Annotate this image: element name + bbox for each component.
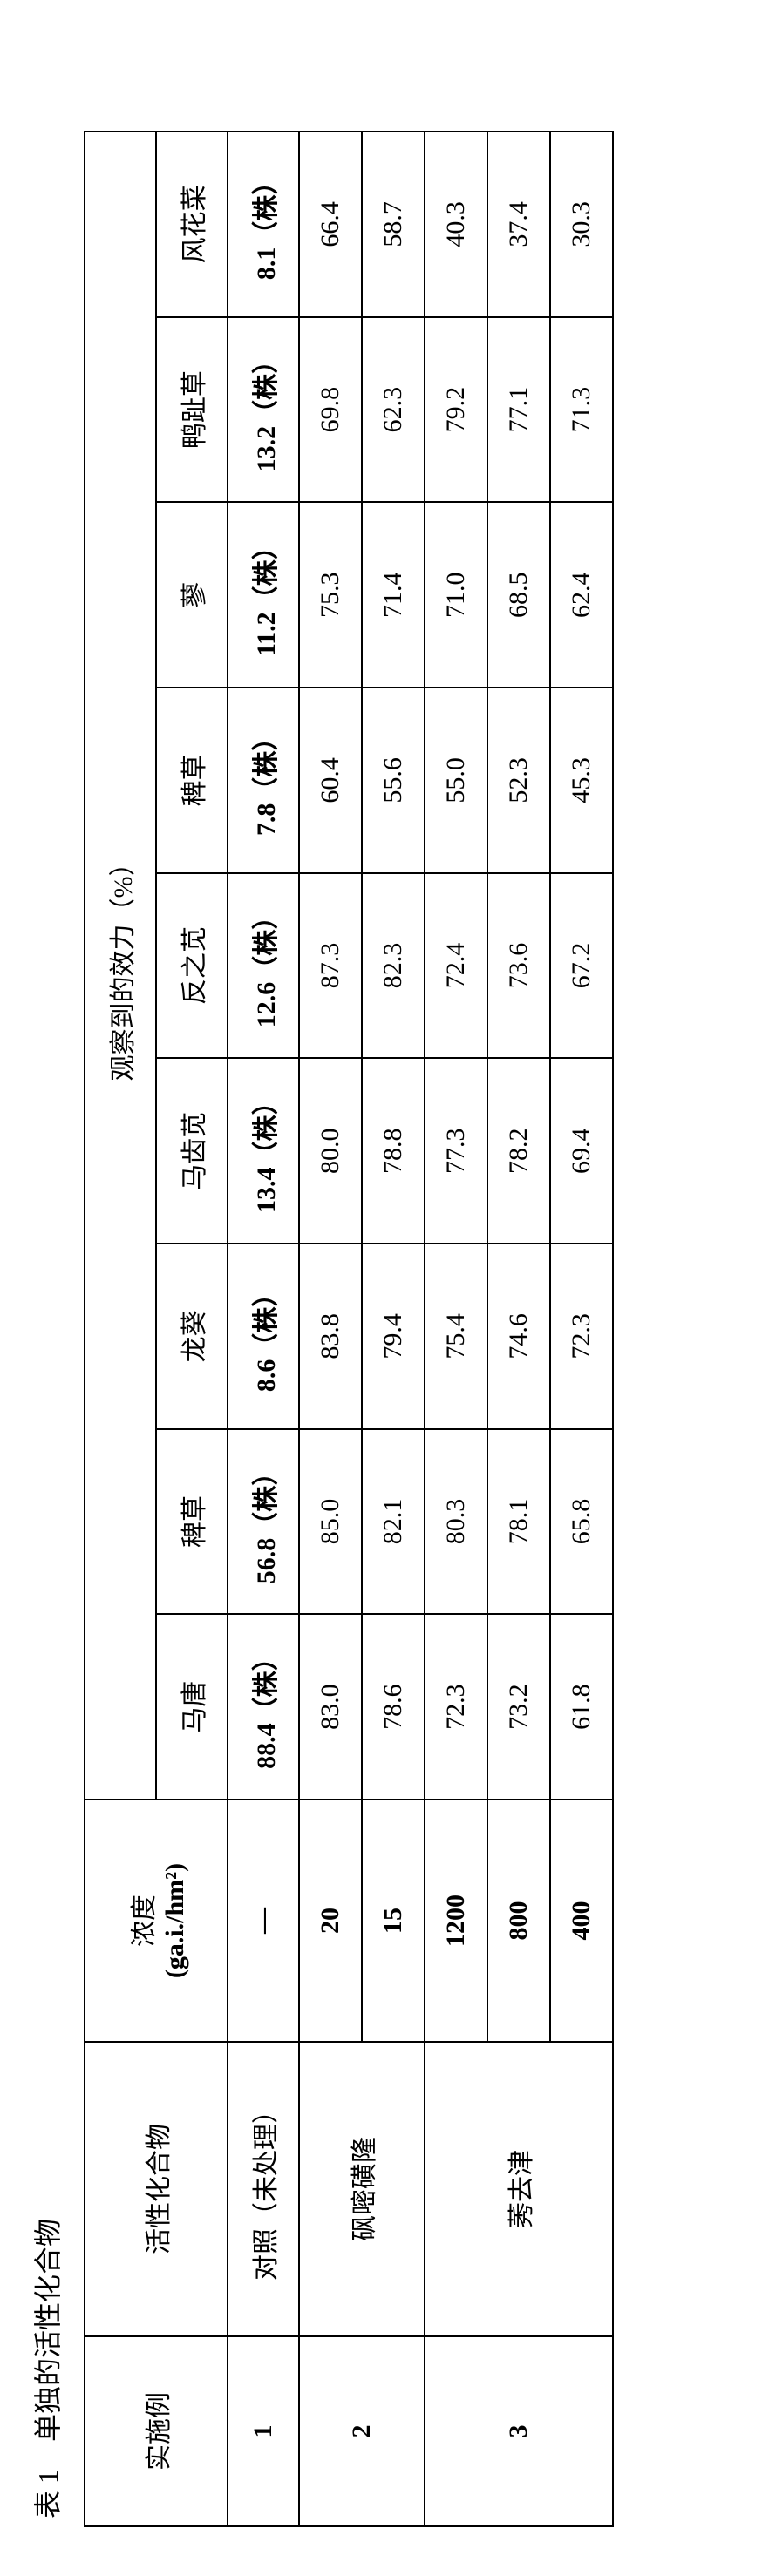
cell-value: 72.3 [425,1614,487,1800]
cell-conc: 20 [299,1800,362,2042]
header-weed-8: 风花菜 [156,132,228,317]
cell-value: 65.8 [550,1429,613,1615]
cell-value: 72.4 [425,873,487,1059]
cell-value: 52.3 [487,688,550,873]
efficacy-table: 实施例 活性化合物 浓度 (ga.i./hm²) 观察到的效力（%） 马唐 稗草… [84,131,614,2527]
cell-value: 82.1 [362,1429,425,1615]
cell-value: 60.4 [299,688,362,873]
cell-conc: 1200 [425,1800,487,2042]
table-row: 1 对照（未处理） — 88.4（株） 56.8（株） 8.6（株） 13.4（… [228,132,299,2526]
cell-value: 45.3 [550,688,613,873]
cell-value: 87.3 [299,873,362,1059]
header-weed-7: 鸭趾草 [156,317,228,503]
cell-value: 75.3 [299,502,362,688]
cell-value: 30.3 [550,132,613,317]
cell-compound: 砜嘧磺隆 [299,2042,425,2336]
cell-value: 7.8（株） [228,688,299,873]
cell-value: 77.1 [487,317,550,503]
cell-value: 71.3 [550,317,613,503]
cell-value: 69.8 [299,317,362,503]
cell-value: 78.2 [487,1058,550,1244]
header-weed-0: 马唐 [156,1614,228,1800]
cell-value: 55.0 [425,688,487,873]
cell-value: 62.4 [550,502,613,688]
cell-value: 88.4（株） [228,1614,299,1800]
cell-value: 73.6 [487,873,550,1059]
header-weed-5: 稗草 [156,688,228,873]
cell-example: 1 [228,2336,299,2526]
cell-value: 12.6（株） [228,873,299,1059]
cell-value: 82.3 [362,873,425,1059]
cell-value: 8.1（株） [228,132,299,317]
cell-value: 13.2（株） [228,317,299,503]
cell-value: 79.2 [425,317,487,503]
cell-value: 72.3 [550,1244,613,1429]
header-conc-line2: (ga.i./hm²) [160,1807,190,2034]
header-weed-6: 蓼 [156,502,228,688]
cell-conc: 400 [550,1800,613,2042]
header-weed-3: 马齿苋 [156,1058,228,1244]
cell-value: 56.8（株） [228,1429,299,1615]
header-compound: 活性化合物 [85,2042,228,2336]
cell-value: 80.3 [425,1429,487,1615]
header-conc-line1: 浓度 [122,1807,160,2034]
cell-conc: — [228,1800,299,2042]
table-row: 3 莠去津 1200 72.3 80.3 75.4 77.3 72.4 55.0… [425,132,487,2526]
cell-value: 68.5 [487,502,550,688]
cell-value: 62.3 [362,317,425,503]
cell-value: 67.2 [550,873,613,1059]
cell-value: 78.1 [487,1429,550,1615]
cell-value: 80.0 [299,1058,362,1244]
header-example: 实施例 [85,2336,228,2526]
cell-value: 71.4 [362,502,425,688]
cell-compound: 莠去津 [425,2042,613,2336]
cell-value: 78.8 [362,1058,425,1244]
table-caption: 表 1 单独的活性化合物 [26,87,66,2527]
cell-value: 61.8 [550,1614,613,1800]
cell-example: 2 [299,2336,425,2526]
cell-value: 71.0 [425,502,487,688]
cell-conc: 15 [362,1800,425,2042]
cell-value: 83.0 [299,1614,362,1800]
cell-value: 83.8 [299,1244,362,1429]
cell-value: 75.4 [425,1244,487,1429]
cell-value: 85.0 [299,1429,362,1615]
cell-value: 78.6 [362,1614,425,1800]
cell-conc: 800 [487,1800,550,2042]
header-weed-2: 龙葵 [156,1244,228,1429]
cell-value: 37.4 [487,132,550,317]
cell-compound: 对照（未处理） [228,2042,299,2336]
cell-value: 8.6（株） [228,1244,299,1429]
cell-value: 58.7 [362,132,425,317]
cell-example: 3 [425,2336,613,2526]
table-header: 实施例 活性化合物 浓度 (ga.i./hm²) 观察到的效力（%） 马唐 稗草… [85,132,228,2526]
cell-value: 11.2（株） [228,502,299,688]
header-weed-4: 反之苋 [156,873,228,1059]
cell-value: 55.6 [362,688,425,873]
cell-value: 69.4 [550,1058,613,1244]
cell-value: 74.6 [487,1244,550,1429]
header-concentration: 浓度 (ga.i./hm²) [85,1800,228,2042]
cell-value: 79.4 [362,1244,425,1429]
cell-value: 13.4（株） [228,1058,299,1244]
table-row: 2 砜嘧磺隆 20 83.0 85.0 83.8 80.0 87.3 60.4 … [299,132,362,2526]
header-efficacy: 观察到的效力（%） [85,132,156,1800]
cell-value: 40.3 [425,132,487,317]
table-body: 1 对照（未处理） — 88.4（株） 56.8（株） 8.6（株） 13.4（… [228,132,613,2526]
cell-value: 73.2 [487,1614,550,1800]
cell-value: 66.4 [299,132,362,317]
cell-value: 77.3 [425,1058,487,1244]
header-weed-1: 稗草 [156,1429,228,1615]
